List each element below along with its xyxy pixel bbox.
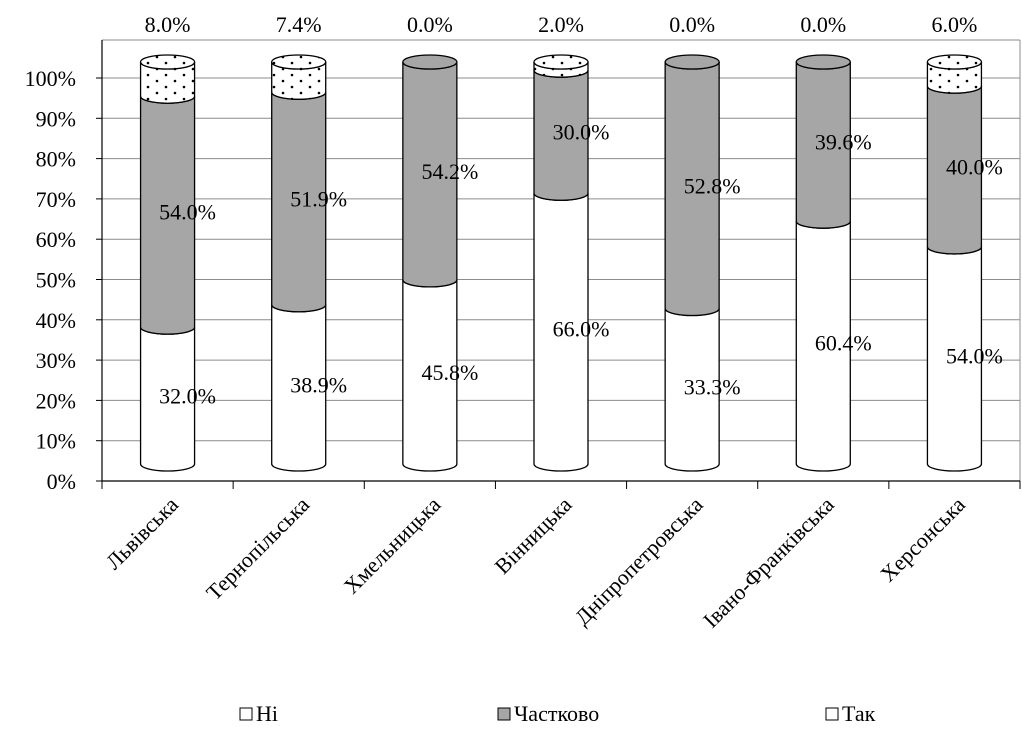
data-label: 54.0% [946, 343, 1003, 368]
y-tick-label: 10% [36, 429, 76, 454]
x-category-label: Херсонська [875, 492, 970, 587]
y-tick-label: 30% [36, 348, 76, 373]
data-label: 32.0% [159, 384, 216, 409]
data-label: 52.8% [684, 173, 741, 198]
bar-top-cap [926, 54, 983, 70]
legend-swatch [497, 707, 511, 721]
x-category-label: Івано-Франківська [698, 492, 839, 633]
data-label: 66.0% [553, 317, 610, 342]
y-tick-label: 70% [36, 187, 76, 212]
legend-label: Так [842, 701, 876, 726]
legend-swatch [825, 707, 839, 721]
y-tick-label: 90% [36, 106, 76, 131]
x-category-label: Вінницька [490, 492, 577, 579]
data-label: 54.2% [421, 159, 478, 184]
data-label: 40.0% [946, 155, 1003, 180]
data-label-top: 0.0% [800, 12, 846, 37]
bar-top-cap [271, 54, 327, 70]
data-label: 60.4% [815, 331, 872, 356]
data-label: 54.0% [159, 200, 216, 225]
x-category-label: Тернопільська [201, 492, 314, 605]
legend: Ні Частково Так [239, 701, 876, 726]
x-category-label: Дніпропетровська [570, 492, 708, 630]
data-label: 30.0% [553, 120, 610, 145]
data-label: 45.8% [421, 360, 478, 385]
y-tick-label: 0% [47, 469, 76, 494]
data-label: 51.9% [290, 187, 347, 212]
bar-top-cap [139, 54, 196, 70]
y-tick-label: 80% [36, 147, 76, 172]
bar-top-cap [402, 54, 458, 70]
data-label-top: 0.0% [669, 12, 715, 37]
bars [139, 54, 983, 472]
y-tick-label: 20% [36, 388, 76, 413]
data-label-top: 0.0% [407, 12, 453, 37]
y-tick-label: 50% [36, 268, 76, 293]
bar-top-cap [664, 54, 720, 70]
data-label-top: 2.0% [538, 12, 584, 37]
data-label: 38.9% [290, 372, 347, 397]
data-label-top: 7.4% [276, 12, 322, 37]
bar-top-cap [795, 54, 851, 70]
data-label-top: 8.0% [145, 12, 191, 37]
legend-label: Ні [256, 701, 278, 726]
data-label: 39.6% [815, 130, 872, 155]
y-tick-label: 100% [25, 66, 76, 91]
data-label-top: 6.0% [932, 12, 978, 37]
data-labels: 32.0% 54.0% 8.0% 38.9% 51.9% 7.4% 45.8% 54.2% 0.… [145, 12, 1003, 409]
y-tick-label: 60% [36, 227, 76, 252]
legend-swatch [239, 707, 253, 721]
x-category-label: Хмельницька [339, 492, 446, 599]
legend-label: Частково [514, 701, 599, 726]
x-category-label: Львівська [101, 492, 184, 575]
y-tick-label: 40% [36, 308, 76, 333]
bar-top-cap [533, 54, 589, 70]
data-label: 33.3% [684, 374, 741, 399]
